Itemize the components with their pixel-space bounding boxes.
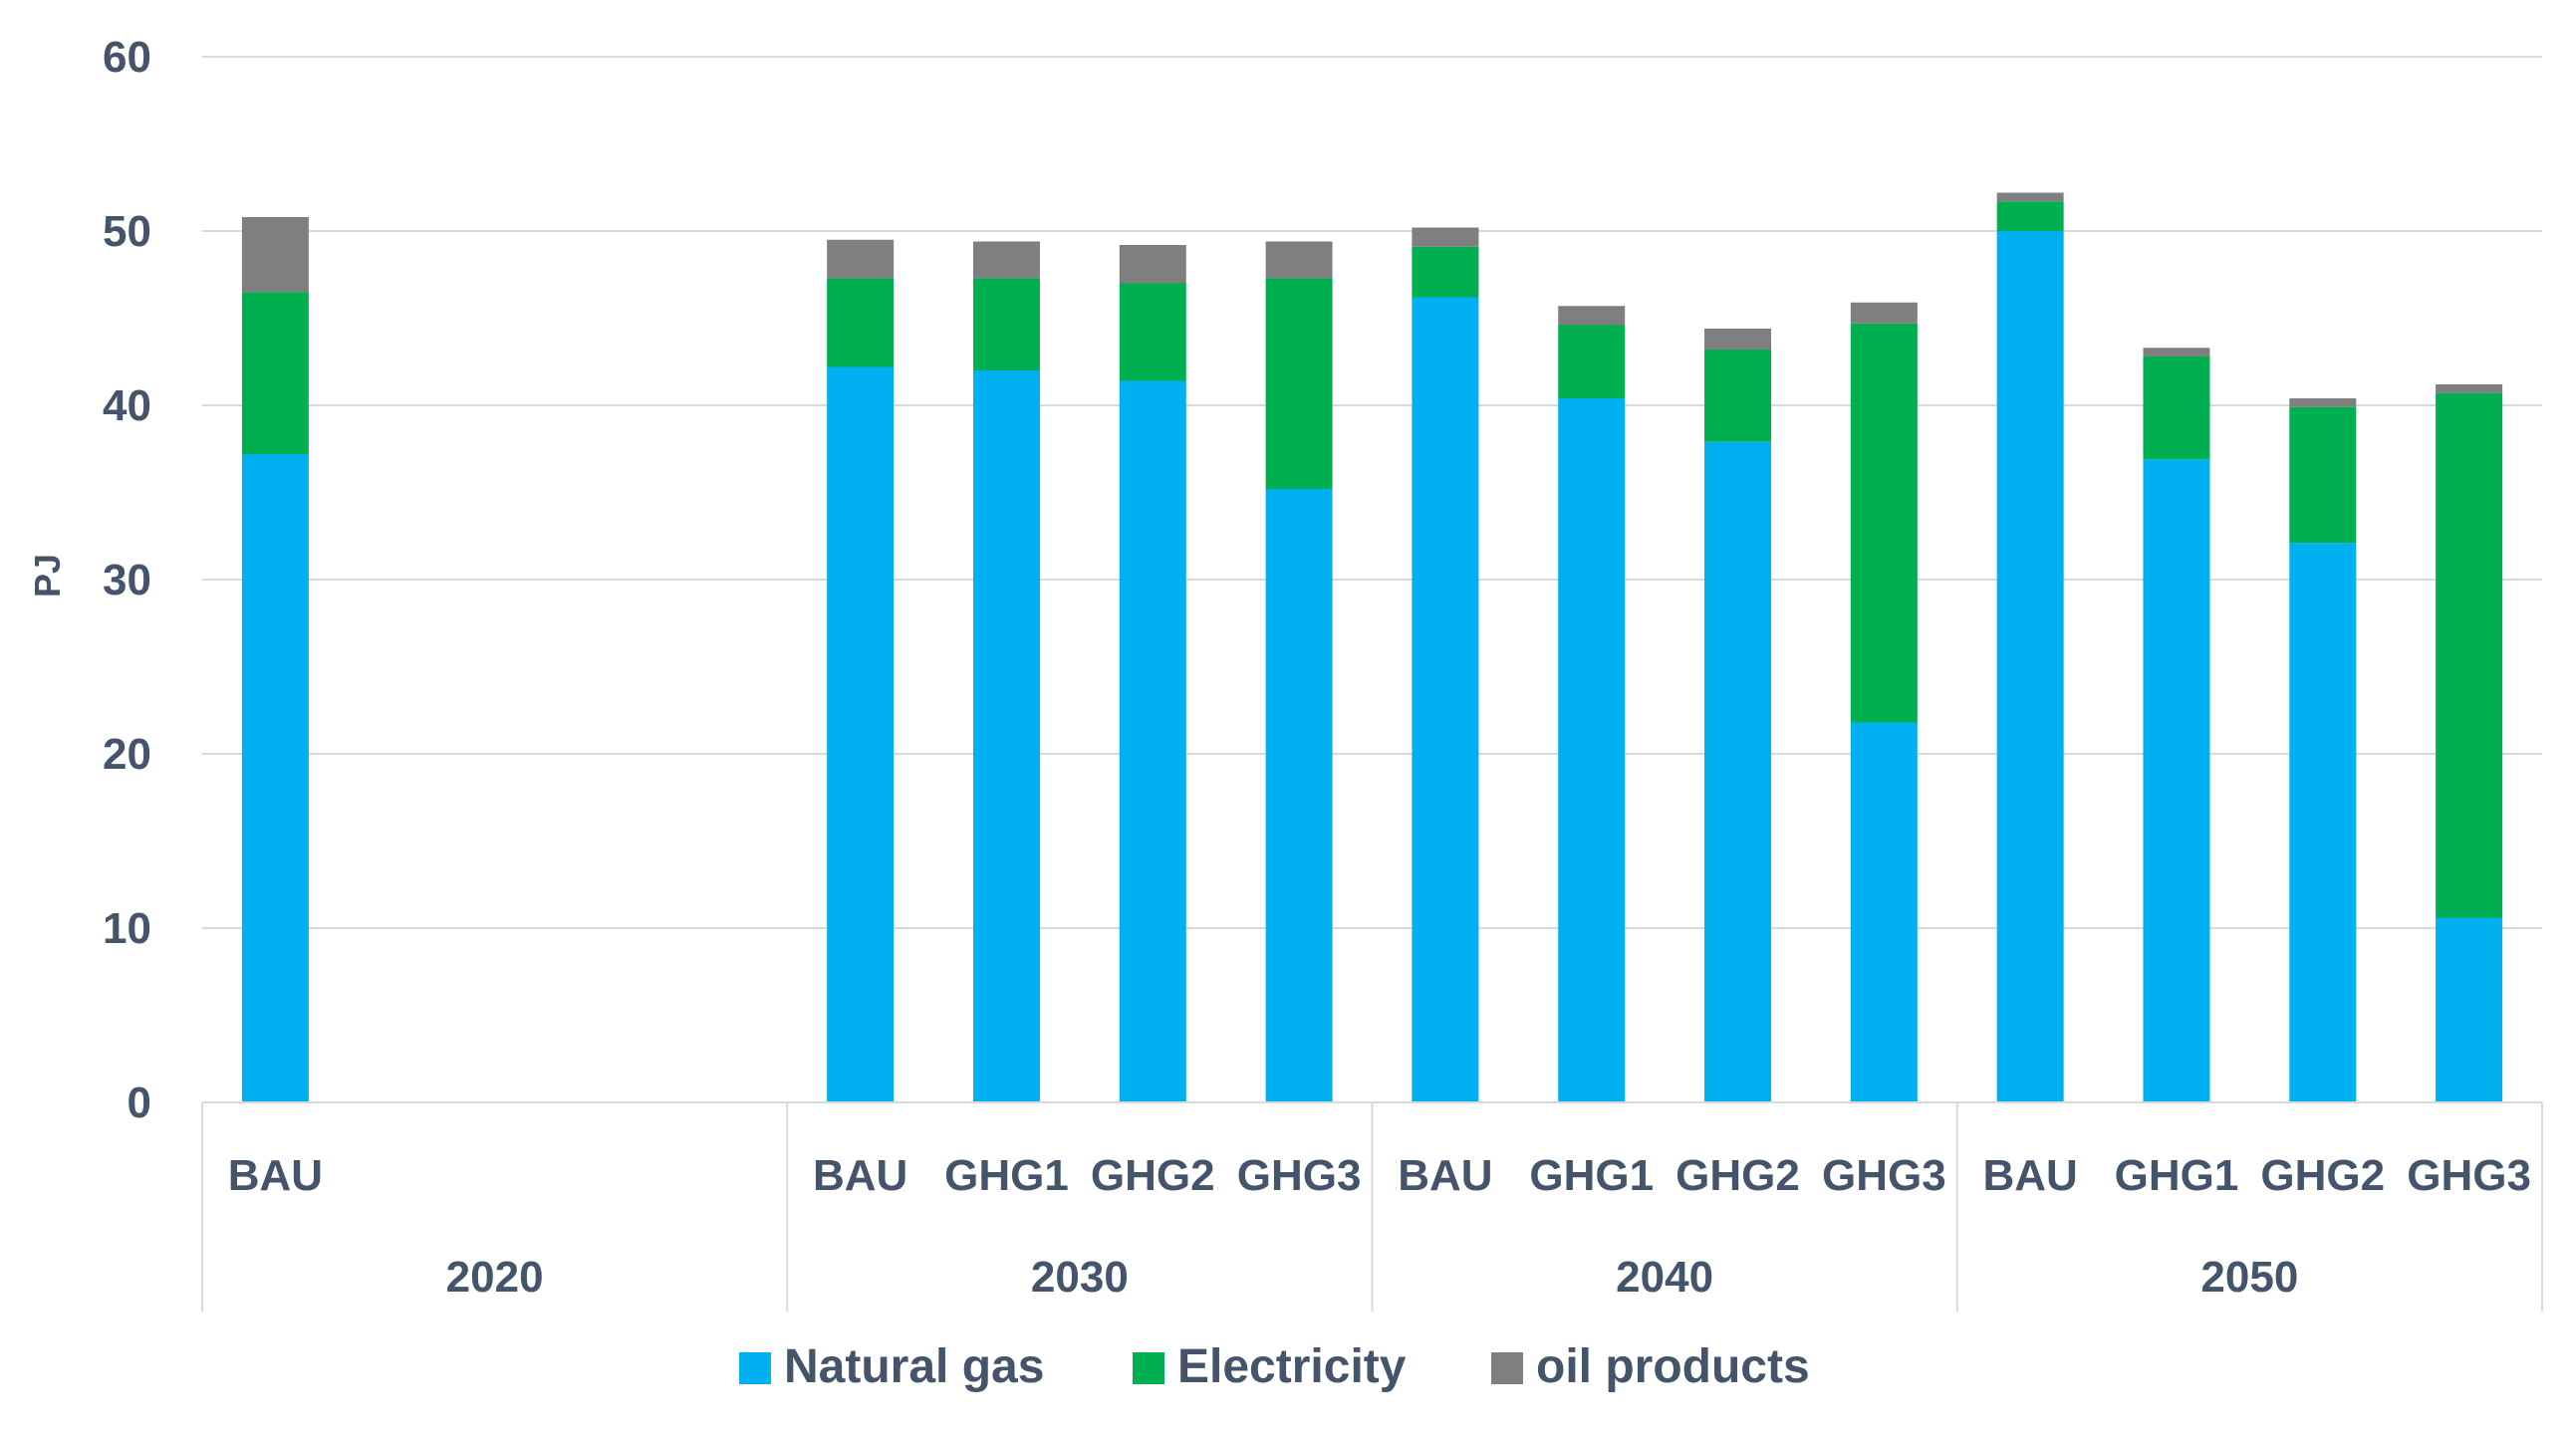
bar-electricity — [2143, 357, 2210, 460]
bar-oil-products — [2289, 398, 2357, 407]
y-tick-label: 20 — [103, 730, 151, 779]
y-tick-label: 60 — [103, 33, 151, 82]
legend-swatch — [739, 1352, 771, 1384]
bar-electricity — [2289, 406, 2357, 544]
bar-electricity — [1704, 350, 1772, 442]
bar-natural-gas — [2143, 459, 2210, 1102]
category-label: GHG3 — [2407, 1151, 2531, 1200]
group-label: 2040 — [1616, 1253, 1713, 1302]
bar-electricity — [1412, 246, 1479, 298]
legend-swatch — [1133, 1352, 1164, 1384]
bar-natural-gas — [2436, 917, 2503, 1102]
bar-electricity — [1558, 325, 1626, 398]
category-label: BAU — [1398, 1151, 1492, 1200]
legend-label: Natural gas — [784, 1340, 1044, 1393]
bar-oil-products — [1996, 192, 2064, 202]
y-axis-ticks: 0 10 20 30 40 50 60 — [103, 33, 151, 1127]
category-label: GHG1 — [2115, 1151, 2239, 1200]
y-tick-label: 10 — [103, 904, 151, 953]
bar-natural-gas — [1850, 722, 1918, 1102]
bar-oil-products — [972, 241, 1040, 279]
y-tick-label: 0 — [128, 1078, 151, 1127]
bar-natural-gas — [827, 366, 895, 1102]
bar-oil-products — [827, 239, 895, 279]
bar-electricity — [1996, 201, 2064, 231]
category-label: BAU — [228, 1151, 323, 1200]
bars — [241, 192, 2503, 1102]
bar-natural-gas — [1996, 231, 2064, 1102]
bar-electricity — [2436, 392, 2503, 918]
category-label: GHG1 — [944, 1151, 1069, 1200]
bar-oil-products — [1558, 306, 1626, 326]
category-label: GHG2 — [1091, 1151, 1215, 1200]
bar-natural-gas — [1558, 398, 1626, 1102]
category-label: GHG2 — [2260, 1151, 2385, 1200]
bar-electricity — [1119, 283, 1186, 381]
bar-natural-gas — [1265, 489, 1333, 1102]
bar-oil-products — [2143, 348, 2210, 357]
bar-natural-gas — [1412, 297, 1479, 1102]
category-label: BAU — [1982, 1151, 2077, 1200]
category-label: GHG2 — [1675, 1151, 1800, 1200]
category-label: GHG1 — [1529, 1151, 1654, 1200]
group-label: 2030 — [1031, 1253, 1129, 1302]
x-axis: BAU 2020 BAU GHG1 GHG2 GHG3 2030 BAU GHG1 GHG2 GHG… — [201, 1101, 2543, 1312]
legend-label: oil products — [1536, 1340, 1810, 1393]
bar-oil-products — [1850, 302, 1918, 324]
category-label: BAU — [813, 1151, 907, 1200]
bar-oil-products — [2436, 384, 2503, 393]
bar-oil-products — [1119, 245, 1186, 284]
legend-item-natural-gas: Natural gas — [739, 1340, 1044, 1393]
bar-electricity — [1265, 278, 1333, 489]
y-tick-label: 30 — [103, 556, 151, 604]
bar-oil-products — [241, 217, 309, 293]
group-label: 2050 — [2200, 1253, 2298, 1302]
legend-item-oil-products: oil products — [1491, 1340, 1810, 1393]
y-tick-label: 40 — [103, 381, 151, 430]
bar-oil-products — [1412, 227, 1479, 247]
bar-oil-products — [1265, 241, 1333, 279]
bar-natural-gas — [2289, 543, 2357, 1102]
y-tick-label: 50 — [103, 207, 151, 256]
legend-item-electricity: Electricity — [1133, 1340, 1407, 1393]
group-label: 2020 — [446, 1253, 544, 1302]
bar-oil-products — [1704, 329, 1772, 350]
bar-natural-gas — [972, 370, 1040, 1102]
legend: Natural gas Electricity oil products — [739, 1340, 1810, 1393]
bar-electricity — [1850, 323, 1918, 723]
bar-electricity — [827, 278, 895, 367]
category-label: GHG3 — [1822, 1151, 1946, 1200]
category-label: GHG3 — [1237, 1151, 1362, 1200]
bar-natural-gas — [1119, 380, 1186, 1102]
bar-natural-gas — [241, 454, 309, 1102]
bar-electricity — [972, 278, 1040, 370]
legend-swatch — [1491, 1352, 1523, 1384]
bar-electricity — [241, 292, 309, 454]
y-axis-title: PJ — [27, 554, 68, 598]
legend-label: Electricity — [1177, 1340, 1407, 1393]
bar-natural-gas — [1704, 441, 1772, 1102]
